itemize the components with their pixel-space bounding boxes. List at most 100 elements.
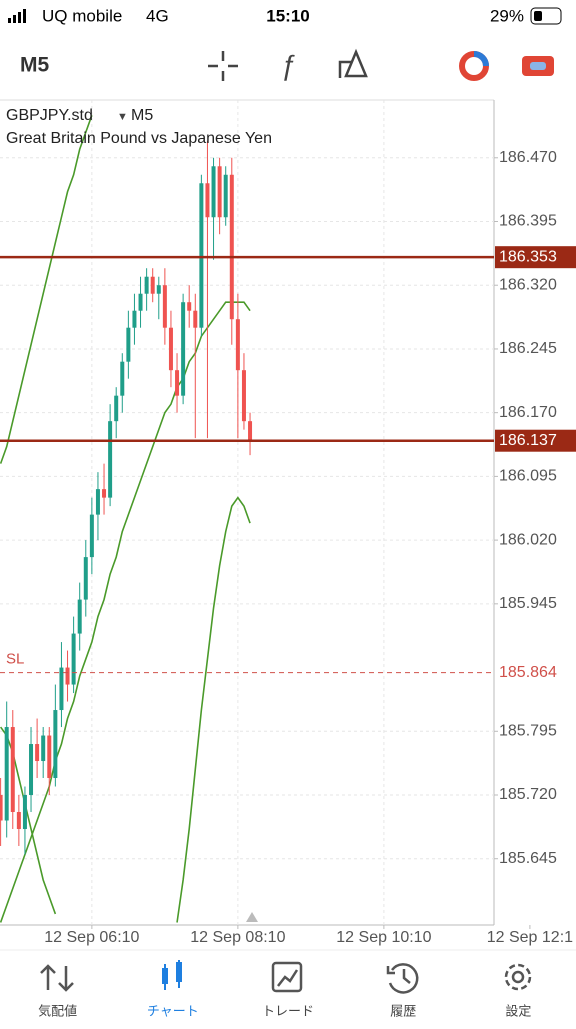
candle-body — [65, 667, 70, 685]
candle-body — [150, 276, 155, 294]
y-tick-label: 185.720 — [499, 786, 557, 803]
x-tick-label: 12 Sep 12:1 — [487, 929, 573, 946]
x-tick-label: 12 Sep 06:10 — [44, 929, 139, 946]
timeframe-button[interactable]: M5 — [20, 54, 49, 77]
price-label: 186.353 — [499, 248, 557, 265]
price-label-bg — [495, 246, 576, 269]
candle-body — [235, 319, 240, 371]
candle-body — [205, 183, 210, 218]
candle-body — [187, 302, 192, 311]
signal — [8, 18, 11, 23]
y-tick-label: 186.395 — [499, 213, 557, 230]
y-tick-label: 186.020 — [499, 531, 557, 548]
tab-bar — [0, 949, 576, 994]
battery-text: 29% — [490, 6, 524, 25]
indicator-line — [0, 301, 251, 923]
candle-body — [138, 293, 143, 311]
tab-label[interactable]: トレード — [262, 1003, 314, 1018]
trade-icon-part — [473, 51, 489, 67]
price-label-bg — [495, 661, 576, 684]
candle-body — [193, 310, 198, 328]
candle-body — [229, 174, 234, 320]
trade-tab-icon — [271, 961, 303, 993]
candle-body — [120, 361, 125, 396]
candle-body — [248, 421, 253, 441]
symbol-description: Great Britain Pound vs Japanese Yen — [6, 130, 272, 147]
candle-body — [168, 327, 173, 371]
candle-body — [102, 489, 107, 498]
y-tick-label: 186.320 — [499, 276, 557, 293]
y-tick-label: 186.470 — [499, 149, 557, 166]
candle-body — [35, 744, 40, 762]
chart-timeframe: M5 — [131, 107, 153, 124]
candle-body — [53, 710, 58, 779]
quotes-icon — [40, 964, 74, 992]
y-tick-label: 185.795 — [499, 723, 557, 740]
tab-label[interactable]: 履歴 — [390, 1003, 416, 1018]
y-tick-label: 186.095 — [499, 468, 557, 485]
tab-label[interactable]: 気配値 — [38, 1003, 77, 1018]
clock: 15:10 — [266, 6, 309, 25]
candle-body — [175, 370, 180, 396]
candle-body — [132, 310, 137, 328]
candle-body — [114, 395, 119, 422]
stop-loss-tag: SL — [6, 651, 24, 668]
battery-level — [534, 11, 542, 21]
dropdown-arrow[interactable]: ▼ — [117, 111, 128, 123]
y-tick-label: 185.945 — [499, 595, 557, 612]
candle-body — [16, 811, 21, 829]
candle-body — [89, 514, 94, 558]
candle-body — [10, 727, 15, 812]
candle-body — [77, 599, 82, 634]
candle-body — [217, 166, 222, 218]
candle-body — [0, 795, 3, 821]
indicator-line — [176, 496, 251, 923]
crosshair-icon[interactable] — [208, 51, 238, 81]
candle-body — [4, 727, 9, 821]
chart-icon — [162, 960, 182, 990]
indicator-line — [0, 115, 93, 464]
y-tick-label: 186.170 — [499, 404, 557, 421]
plot — [0, 100, 494, 925]
candle-body — [156, 285, 161, 294]
candle-body — [47, 735, 52, 779]
candle-body — [199, 183, 204, 328]
indicator-icon[interactable]: ƒ — [280, 49, 296, 80]
objects-icon[interactable] — [338, 48, 368, 78]
candle-body — [108, 421, 113, 498]
candle-body — [83, 557, 88, 600]
settings-icon — [504, 963, 532, 991]
candle-body — [41, 735, 46, 762]
x-tick-label: 12 Sep 08:10 — [190, 929, 285, 946]
candle-body — [241, 370, 246, 422]
candle-body — [29, 744, 34, 796]
candle-body — [223, 174, 228, 218]
shift-marker — [246, 912, 258, 922]
symbol: GBPJPY.std — [6, 107, 93, 124]
tab-label[interactable]: チャート — [147, 1003, 199, 1018]
candle-body — [71, 633, 76, 685]
candle-body — [22, 795, 27, 829]
tab-label[interactable]: 設定 — [505, 1003, 531, 1018]
candle-body — [162, 285, 167, 328]
candle-body — [95, 489, 100, 515]
candle-body — [126, 327, 131, 362]
x-tick-label: 12 Sep 10:10 — [336, 929, 431, 946]
signal — [13, 15, 16, 23]
y-tick-label: 185.645 — [499, 850, 557, 867]
indicator-line — [0, 726, 57, 915]
candle-body — [144, 276, 149, 294]
candle-body — [59, 667, 64, 711]
signal — [18, 12, 21, 23]
toolbar: M5 ƒ — [20, 48, 554, 81]
status-bar: UQ mobile 4G 15:10 29% — [8, 6, 562, 25]
y-tick-label: 186.245 — [499, 340, 557, 357]
oneclick-icon-part — [530, 62, 546, 70]
signal — [23, 9, 26, 23]
network: 4G — [146, 6, 169, 25]
candle-body — [181, 302, 186, 396]
carrier: UQ mobile — [42, 6, 122, 25]
candle-body — [211, 166, 216, 218]
